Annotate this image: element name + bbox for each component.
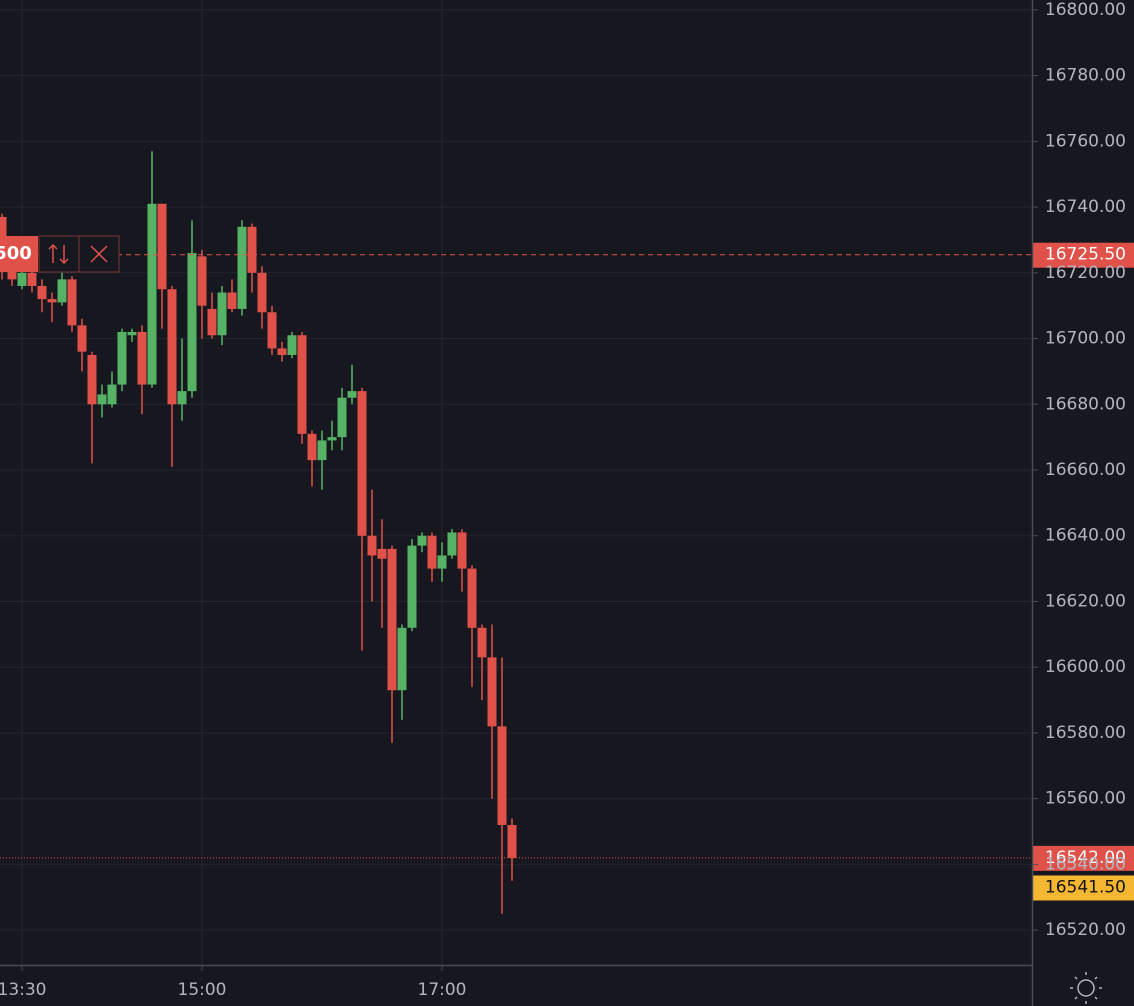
candle-body xyxy=(237,226,247,309)
overlay: 16725.50 16542.00 16541.50 xyxy=(0,242,1134,901)
candle-body xyxy=(267,312,277,349)
candle-body xyxy=(127,331,137,336)
candle-body xyxy=(177,391,187,405)
candle-body xyxy=(227,292,237,309)
candle-body xyxy=(387,548,397,691)
price-label: 16541.50 xyxy=(1045,877,1126,897)
candle-body xyxy=(17,272,27,286)
y-tick-label: 16740.00 xyxy=(1045,197,1126,217)
candle-body xyxy=(217,292,227,336)
candle-body xyxy=(467,568,477,628)
candle-body xyxy=(137,331,147,385)
candle-body xyxy=(447,532,457,556)
candle-body xyxy=(37,285,47,300)
candle-body xyxy=(357,391,367,536)
position-label: 500 xyxy=(0,243,32,264)
x-tick-label: 15:00 xyxy=(178,980,227,1000)
y-tick-label: 16720.00 xyxy=(1045,263,1126,283)
y-tick-label: 16520.00 xyxy=(1045,920,1126,940)
y-tick-label: 16640.00 xyxy=(1045,526,1126,546)
candle-body xyxy=(507,824,517,858)
candle-body xyxy=(287,335,297,355)
candle-body xyxy=(417,535,427,546)
position-box xyxy=(0,236,38,272)
price-label-box xyxy=(1033,845,1134,871)
reverse-icon xyxy=(48,243,69,265)
candle-body xyxy=(147,203,157,385)
candle-body xyxy=(7,266,17,280)
y-tick-label: 16560.00 xyxy=(1045,789,1126,809)
x-tick-label: 13:30 xyxy=(0,980,47,1000)
y-tick-label: 16760.00 xyxy=(1045,131,1126,151)
settings-circle xyxy=(1077,979,1095,997)
candle-body xyxy=(307,433,317,461)
candle-body xyxy=(87,354,97,405)
y-tick-label: 16800.00 xyxy=(1045,0,1126,20)
y-tick-label: 16600.00 xyxy=(1045,657,1126,677)
candle-body xyxy=(57,279,67,303)
candle-body xyxy=(497,726,507,825)
candle-body xyxy=(327,437,337,441)
position-widget[interactable]: 500 xyxy=(0,235,120,273)
candle-body xyxy=(157,203,167,290)
candle-body xyxy=(187,253,197,392)
candle-body xyxy=(97,394,107,405)
close-icon xyxy=(90,245,108,263)
candle-body xyxy=(437,555,447,569)
candle-body xyxy=(77,325,87,352)
settings-icon[interactable] xyxy=(1070,972,1102,1004)
candle-body xyxy=(47,299,57,303)
candle-body xyxy=(427,535,437,569)
price-label: 16542.00 xyxy=(1045,848,1126,868)
y-tick-label: 16680.00 xyxy=(1045,394,1126,414)
x-tick-label: 17:00 xyxy=(418,980,467,1000)
candle-body xyxy=(277,348,287,355)
candle-body xyxy=(317,440,327,461)
candle-body xyxy=(27,272,37,286)
candle-body xyxy=(487,657,497,727)
candle-body xyxy=(477,627,487,658)
y-tick-label: 16580.00 xyxy=(1045,723,1126,743)
candle-body xyxy=(337,397,347,438)
candle-body xyxy=(167,289,177,405)
y-tick-label: 16700.00 xyxy=(1045,329,1126,349)
candle-body xyxy=(207,308,217,336)
price-label-box xyxy=(1033,242,1134,268)
candle-body xyxy=(297,335,307,434)
candle-body xyxy=(407,545,417,628)
candle-body xyxy=(107,384,117,405)
y-tick-label: 16780.00 xyxy=(1045,66,1126,86)
candle-body xyxy=(377,548,387,559)
candle-body xyxy=(347,391,357,398)
candle-body xyxy=(67,279,77,326)
settings-rays xyxy=(1070,972,1102,1004)
candle-body xyxy=(367,535,377,556)
candle-body xyxy=(257,272,267,313)
y-tick-label: 16620.00 xyxy=(1045,591,1126,611)
reverse-button[interactable] xyxy=(38,235,80,273)
candles xyxy=(0,151,517,914)
candle-body xyxy=(247,226,257,273)
candle-body xyxy=(397,627,407,691)
grid xyxy=(0,0,1032,965)
candle-body xyxy=(457,532,467,569)
price-label-box xyxy=(1033,875,1134,901)
y-tick-label: 16660.00 xyxy=(1045,460,1126,480)
price-label: 16725.50 xyxy=(1045,245,1126,265)
y-tick-label: 16540.00 xyxy=(1045,854,1126,874)
candle-body xyxy=(197,256,207,306)
candle-body xyxy=(117,331,127,385)
